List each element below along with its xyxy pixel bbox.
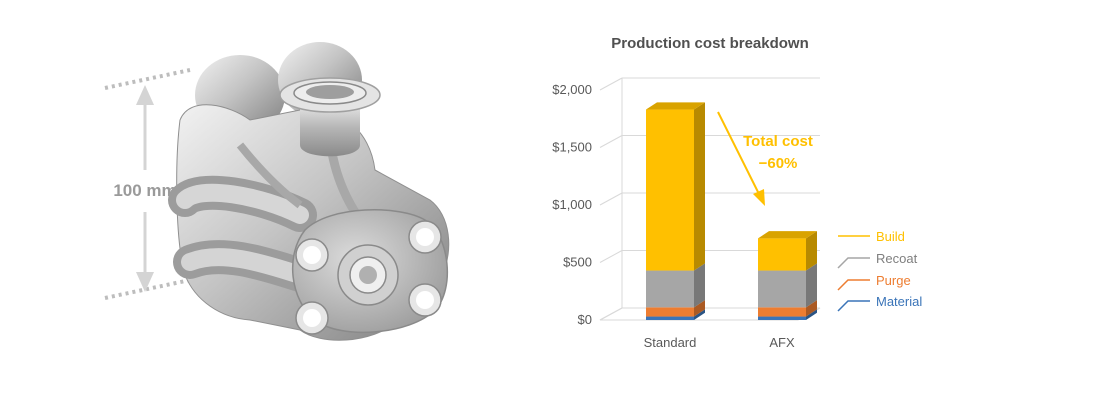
legend-item-purge: Purge — [837, 273, 911, 291]
y-tick-label: $2,000 — [552, 82, 592, 97]
bar-segment-material — [646, 316, 694, 320]
bar-top-build — [646, 102, 705, 110]
cost-chart: Production cost breakdown $0 $500 $1,000 $1… — [552, 35, 922, 350]
bar-side-material — [806, 309, 817, 320]
bar-side-purge — [694, 300, 705, 317]
y-tick-label: $0 — [578, 312, 592, 327]
annotation-line-2: −60% — [759, 155, 798, 172]
chart-floor — [599, 307, 821, 321]
legend-line — [837, 300, 870, 312]
gridline-depth — [599, 250, 623, 263]
legend-item-material: Material — [837, 294, 922, 312]
legend: Build Recoat Purge Material — [837, 229, 922, 312]
bar-side-build — [806, 231, 817, 271]
x-tick-label: Standard — [644, 335, 697, 350]
bar-side-recoat — [694, 263, 705, 308]
bar-segment-purge — [646, 307, 694, 317]
y-axis-ticks: $0 $500 $1,000 $1,500 $2,000 — [552, 82, 592, 327]
bar-segment-recoat — [758, 270, 806, 308]
annotation-line-1: Total cost — [743, 133, 813, 150]
y-tick-label: $500 — [563, 255, 592, 270]
dimension-marker: 100 mm — [104, 68, 191, 300]
manifold-part — [168, 42, 450, 341]
annotation-arrow-head — [753, 189, 765, 206]
bar-side-material — [694, 309, 705, 320]
legend-item-build: Build — [838, 229, 905, 244]
x-axis-ticks: Standard AFX — [644, 335, 795, 350]
legend-line — [837, 257, 870, 269]
part-illustration: 100 mm — [104, 42, 450, 341]
legend-label: Purge — [876, 273, 911, 288]
chart-title: Production cost breakdown — [611, 35, 809, 52]
gridline-depth — [599, 77, 623, 91]
legend-label: Recoat — [876, 251, 918, 266]
gridline-depth — [599, 135, 623, 148]
legend-label: Material — [876, 294, 922, 309]
bars — [646, 102, 817, 320]
bar-segment-material — [758, 316, 806, 320]
gridline-depth — [599, 192, 623, 206]
bar-segment-build — [646, 109, 694, 271]
bar-stack-standard — [646, 102, 705, 320]
total-cost-annotation: Total cost −60% — [717, 111, 813, 206]
y-tick-label: $1,000 — [552, 197, 592, 212]
bar-side-recoat — [806, 263, 817, 308]
bar-top-build — [758, 231, 817, 239]
y-tick-label: $1,500 — [552, 140, 592, 155]
legend-label: Build — [876, 229, 905, 244]
legend-item-recoat: Recoat — [837, 251, 918, 269]
bar-segment-recoat — [646, 270, 694, 308]
bar-stack-afx — [758, 231, 817, 320]
bar-side-purge — [806, 300, 817, 317]
bar-segment-purge — [758, 307, 806, 317]
annotation-arrow-line — [717, 111, 761, 197]
x-tick-label: AFX — [769, 335, 795, 350]
legend-line — [837, 279, 870, 291]
dimension-label: 100 mm — [113, 181, 176, 200]
bar-side-build — [694, 102, 705, 271]
bar-segment-build — [758, 238, 806, 271]
